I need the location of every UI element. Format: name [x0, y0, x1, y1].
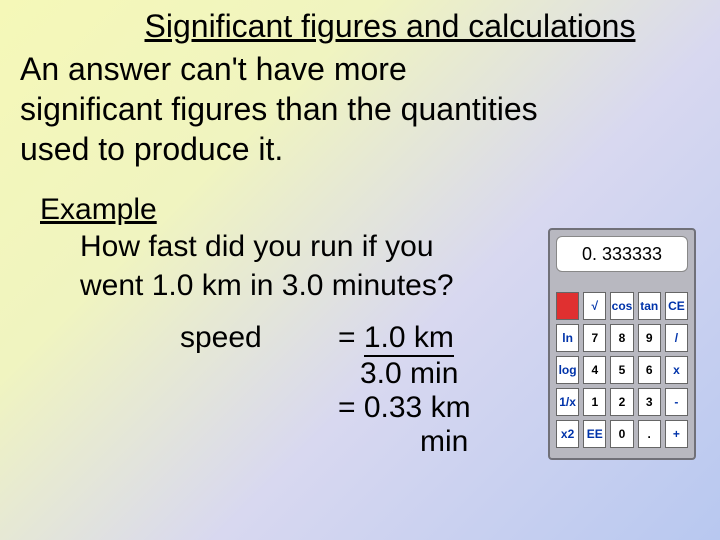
calc-key-2[interactable]: 2	[610, 388, 633, 416]
calc-key-x2[interactable]: x2	[556, 420, 579, 448]
calc-key-tan[interactable]: tan	[638, 292, 661, 320]
calculator: 0. 333333 √costanCEln789/log456x1/x123-x…	[548, 228, 696, 460]
calc-key-1x[interactable]: 1/x	[556, 388, 579, 416]
calc-key-x[interactable]: x	[665, 356, 688, 384]
calc-key-cos[interactable]: cos	[610, 292, 633, 320]
calculator-display: 0. 333333	[556, 236, 688, 272]
slide-title: Significant figures and calculations	[0, 0, 720, 45]
calc-key-8[interactable]: 8	[610, 324, 633, 352]
calc-key-ce[interactable]: CE	[665, 292, 688, 320]
numerator: 1.0 km	[364, 321, 454, 357]
calc-row: ln789/	[556, 324, 688, 352]
calc-row: log456x	[556, 356, 688, 384]
calc-key-[interactable]: +	[665, 420, 688, 448]
speed-label: speed	[180, 321, 338, 357]
rule-text: An answer can't have more significant fi…	[0, 45, 560, 169]
calculator-keypad: √costanCEln789/log456x1/x123-x2EE0.+	[556, 292, 688, 448]
example-question: How fast did you run if you went 1.0 km …	[40, 227, 560, 305]
question-line-1: How fast did you run if you	[80, 227, 560, 266]
calc-key-5[interactable]: 5	[610, 356, 633, 384]
calc-key-[interactable]: √	[583, 292, 606, 320]
calc-key-9[interactable]: 9	[638, 324, 661, 352]
example-label: Example	[40, 193, 157, 227]
calc-row: 1/x123-	[556, 388, 688, 416]
calc-row: √costanCE	[556, 292, 688, 320]
equals-1: =	[338, 321, 356, 354]
calc-key-6[interactable]: 6	[638, 356, 661, 384]
calc-key-[interactable]: -	[665, 388, 688, 416]
calc-key-0[interactable]: 0	[610, 420, 633, 448]
calc-row: x2EE0.+	[556, 420, 688, 448]
calc-key-7[interactable]: 7	[583, 324, 606, 352]
calc-key-4[interactable]: 4	[583, 356, 606, 384]
calc-key-blank[interactable]	[556, 292, 579, 320]
calc-key-3[interactable]: 3	[638, 388, 661, 416]
calc-key-[interactable]: .	[638, 420, 661, 448]
calc-key-1[interactable]: 1	[583, 388, 606, 416]
calc-key-ee[interactable]: EE	[583, 420, 606, 448]
question-line-2: went 1.0 km in 3.0 minutes?	[80, 266, 560, 305]
calc-key-ln[interactable]: ln	[556, 324, 579, 352]
calc-key-[interactable]: /	[665, 324, 688, 352]
calc-key-log[interactable]: log	[556, 356, 579, 384]
